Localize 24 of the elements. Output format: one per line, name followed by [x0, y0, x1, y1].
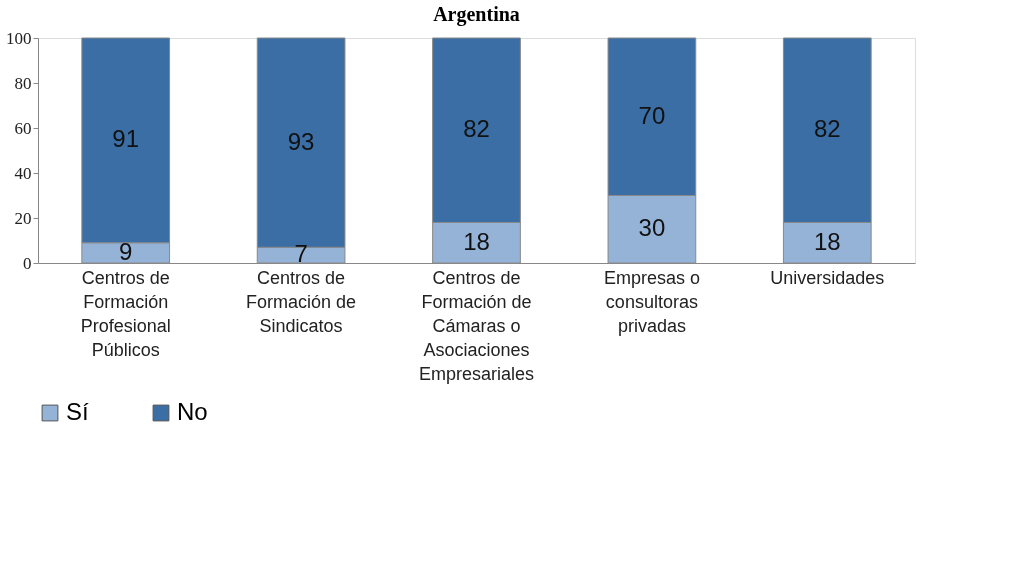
data-label: 82: [463, 115, 490, 143]
x-tick-label: Centros de Formación de Sindicatos: [246, 267, 357, 336]
data-label: 30: [638, 214, 666, 242]
data-label: 18: [813, 227, 841, 255]
y-tick-label: 100: [6, 28, 32, 48]
x-tick-label: Universidades: [770, 267, 885, 288]
x-tick-label: Centros de Formación de Cámaras o Asociaciones Empresariales: [418, 267, 535, 384]
data-label: 82: [813, 115, 841, 143]
y-tick-label: 80: [14, 73, 32, 93]
data-label: 9: [119, 237, 133, 265]
x-tick-label: Empresas o consultoras privadas: [603, 267, 700, 336]
data-label: 18: [463, 227, 490, 255]
data-label: 93: [287, 127, 315, 155]
x-tick-label: Centros de Formación Profesional Públicos: [80, 267, 171, 360]
y-tick-label: 60: [14, 118, 32, 138]
data-label: 70: [638, 101, 666, 129]
legend-label: No: [177, 398, 208, 425]
legend-label: Sí: [66, 398, 90, 425]
data-label: 7: [294, 240, 308, 268]
data-label: 91: [112, 125, 140, 153]
chart-title: Argentina: [433, 3, 520, 26]
y-tick-label: 0: [23, 253, 32, 273]
y-tick-label: 40: [14, 163, 32, 183]
y-tick-label: 20: [14, 208, 32, 228]
